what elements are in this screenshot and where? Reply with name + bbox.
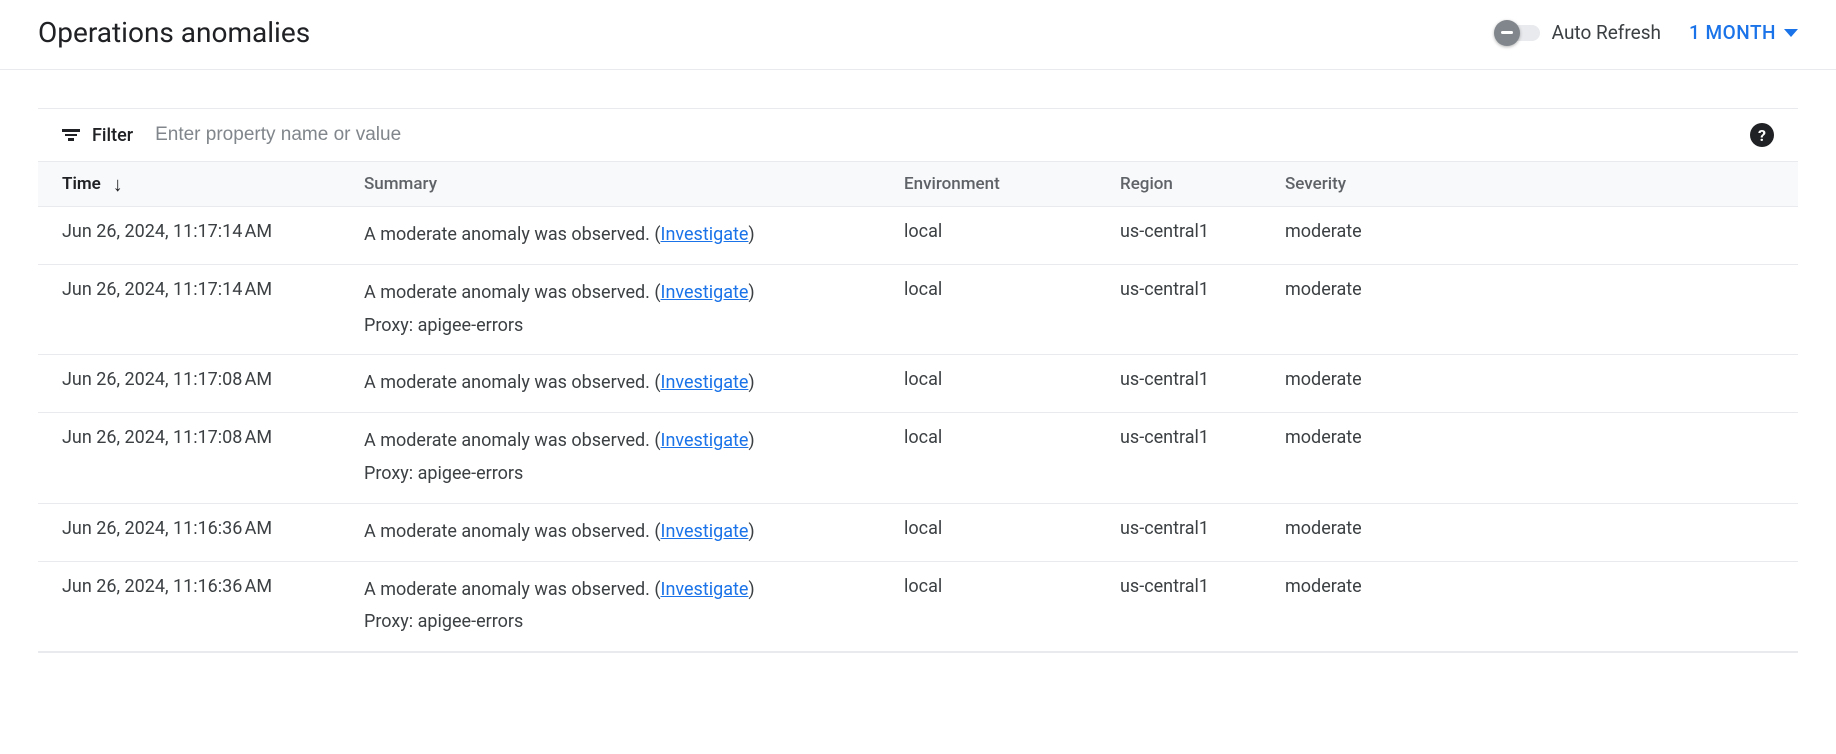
sort-descending-icon: ↓ <box>113 174 123 194</box>
summary-text: A moderate anomaly was observed. <box>364 224 654 245</box>
cell-summary: A moderate anomaly was observed. (Invest… <box>348 561 888 652</box>
cell-summary: A moderate anomaly was observed. (Invest… <box>348 413 888 504</box>
cell-environment: local <box>888 561 1104 652</box>
cell-time: Jun 26, 2024, 11:17:08 AM <box>38 413 348 504</box>
table-row: Jun 26, 2024, 11:17:08 AMA moderate anom… <box>38 355 1798 413</box>
proxy-line: Proxy: apigee-errors <box>364 312 872 341</box>
toggle-knob <box>1494 20 1520 46</box>
column-header-severity[interactable]: Severity <box>1269 162 1798 207</box>
column-header-time[interactable]: Time ↓ <box>38 162 348 207</box>
filter-input[interactable] <box>155 124 1738 146</box>
table-row: Jun 26, 2024, 11:17:14 AMA moderate anom… <box>38 207 1798 265</box>
investigate-link[interactable]: Investigate <box>661 430 749 451</box>
cell-environment: local <box>888 503 1104 561</box>
help-icon[interactable]: ? <box>1750 123 1774 147</box>
filter-label: Filter <box>92 125 133 146</box>
investigate-link[interactable]: Investigate <box>661 521 749 542</box>
cell-region: us-central1 <box>1104 264 1269 355</box>
cell-environment: local <box>888 413 1104 504</box>
page-header: Operations anomalies Auto Refresh 1 MONT… <box>0 0 1836 70</box>
chevron-down-icon <box>1784 29 1798 37</box>
proxy-line: Proxy: apigee-errors <box>364 460 872 489</box>
table-row: Jun 26, 2024, 11:16:36 AMA moderate anom… <box>38 503 1798 561</box>
cell-summary: A moderate anomaly was observed. (Invest… <box>348 264 888 355</box>
cell-time: Jun 26, 2024, 11:17:14 AM <box>38 207 348 265</box>
cell-severity: moderate <box>1269 355 1798 413</box>
investigate-link[interactable]: Investigate <box>661 282 749 303</box>
page-title: Operations anomalies <box>38 16 310 49</box>
column-header-environment[interactable]: Environment <box>888 162 1104 207</box>
cell-summary: A moderate anomaly was observed. (Invest… <box>348 355 888 413</box>
summary-text: A moderate anomaly was observed. <box>364 579 654 600</box>
cell-time: Jun 26, 2024, 11:17:08 AM <box>38 355 348 413</box>
column-header-time-label: Time <box>62 174 101 194</box>
cell-time: Jun 26, 2024, 11:16:36 AM <box>38 503 348 561</box>
cell-severity: moderate <box>1269 561 1798 652</box>
column-header-region[interactable]: Region <box>1104 162 1269 207</box>
cell-severity: moderate <box>1269 503 1798 561</box>
investigate-link[interactable]: Investigate <box>661 224 749 245</box>
table-header-row: Time ↓ Summary Environment Region Severi… <box>38 162 1798 207</box>
summary-text: A moderate anomaly was observed. <box>364 430 654 451</box>
proxy-line: Proxy: apigee-errors <box>364 608 872 637</box>
table-row: Jun 26, 2024, 11:17:14 AMA moderate anom… <box>38 264 1798 355</box>
header-controls: Auto Refresh 1 MONTH <box>1496 21 1798 44</box>
cell-region: us-central1 <box>1104 207 1269 265</box>
cell-severity: moderate <box>1269 413 1798 504</box>
cell-severity: moderate <box>1269 207 1798 265</box>
filter-icon <box>62 129 80 141</box>
table-row: Jun 26, 2024, 11:16:36 AMA moderate anom… <box>38 561 1798 652</box>
summary-text: A moderate anomaly was observed. <box>364 521 654 542</box>
cell-region: us-central1 <box>1104 503 1269 561</box>
cell-environment: local <box>888 355 1104 413</box>
cell-time: Jun 26, 2024, 11:16:36 AM <box>38 561 348 652</box>
auto-refresh-label: Auto Refresh <box>1552 21 1661 44</box>
auto-refresh-toggle[interactable] <box>1496 25 1540 41</box>
investigate-link[interactable]: Investigate <box>661 579 749 600</box>
table-row: Jun 26, 2024, 11:17:08 AMA moderate anom… <box>38 413 1798 504</box>
minus-icon <box>1501 31 1513 34</box>
cell-environment: local <box>888 264 1104 355</box>
cell-region: us-central1 <box>1104 355 1269 413</box>
summary-text: A moderate anomaly was observed. <box>364 282 654 303</box>
cell-severity: moderate <box>1269 264 1798 355</box>
cell-summary: A moderate anomaly was observed. (Invest… <box>348 207 888 265</box>
time-range-selector[interactable]: 1 MONTH <box>1689 21 1798 44</box>
anomalies-table-container: Filter ? Time ↓ Summary Environment Regi… <box>38 108 1798 653</box>
investigate-link[interactable]: Investigate <box>661 372 749 393</box>
summary-text: A moderate anomaly was observed. <box>364 372 654 393</box>
cell-region: us-central1 <box>1104 413 1269 504</box>
cell-environment: local <box>888 207 1104 265</box>
auto-refresh-group: Auto Refresh <box>1496 21 1661 44</box>
cell-region: us-central1 <box>1104 561 1269 652</box>
cell-summary: A moderate anomaly was observed. (Invest… <box>348 503 888 561</box>
column-header-summary[interactable]: Summary <box>348 162 888 207</box>
filter-bar: Filter ? <box>38 109 1798 161</box>
cell-time: Jun 26, 2024, 11:17:14 AM <box>38 264 348 355</box>
time-range-label: 1 MONTH <box>1689 21 1776 44</box>
anomalies-table: Time ↓ Summary Environment Region Severi… <box>38 161 1798 652</box>
